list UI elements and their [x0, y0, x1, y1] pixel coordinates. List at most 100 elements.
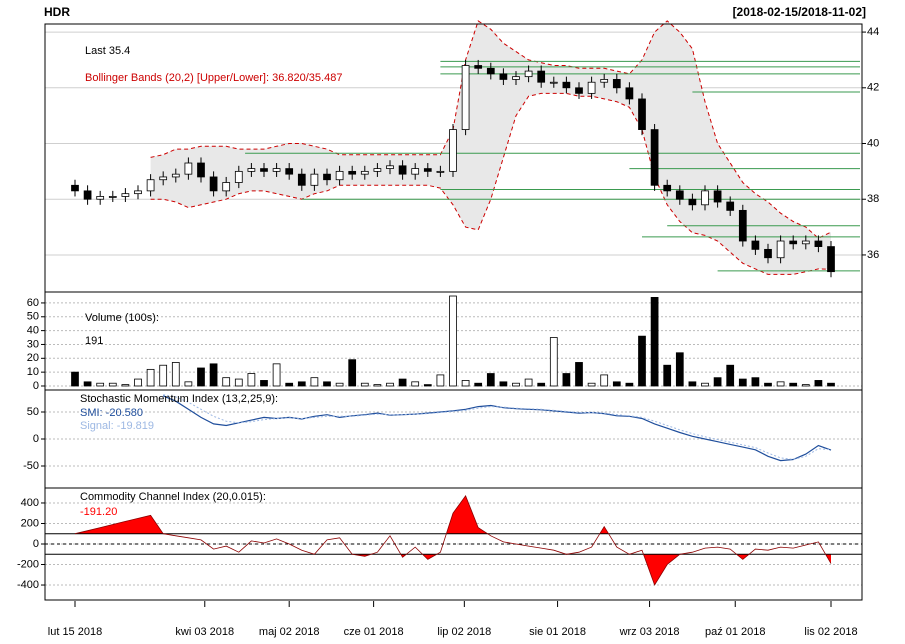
candle-body	[688, 198, 697, 206]
y-tick-label: 10	[27, 366, 39, 378]
volume-bar	[587, 382, 596, 387]
candle-body	[159, 176, 168, 181]
candle-body	[461, 65, 470, 130]
x-tick-label: lis 02 2018	[804, 626, 857, 638]
candle-body	[751, 240, 760, 250]
candle-body	[108, 196, 117, 198]
y-tick-label: 50	[27, 311, 39, 323]
band-upper	[150, 20, 832, 239]
volume-bar	[524, 378, 533, 387]
candle-body	[335, 170, 344, 181]
candle-body	[512, 76, 520, 80]
last-value: 191	[85, 335, 103, 347]
x-tick-label: kwi 03 2018	[175, 626, 234, 638]
volume-bar	[675, 352, 684, 387]
y-tick-label: 400	[21, 497, 39, 509]
candle-body	[549, 81, 558, 84]
candle-body	[499, 73, 508, 80]
panel-title: Stochastic Momentum Index (13,2,25,9):	[80, 393, 278, 405]
volume-bar	[234, 378, 243, 387]
smi-line	[162, 395, 832, 462]
volume-bar	[398, 378, 407, 387]
candle-body	[71, 184, 79, 192]
volume-bar	[247, 373, 256, 387]
y-tick-label: 36	[867, 249, 879, 261]
y-tick-label: 40	[867, 137, 879, 149]
volume-bar	[600, 374, 609, 387]
candle-body	[197, 162, 205, 178]
candle-body	[701, 190, 709, 206]
y-tick-label: 0	[33, 380, 39, 392]
volume-bar	[159, 364, 168, 387]
candle-body	[575, 87, 583, 94]
volume-bar	[537, 382, 546, 387]
candle-body	[146, 179, 155, 192]
y-tick-label: 38	[867, 193, 879, 205]
volume-bar	[512, 382, 520, 387]
y-tick-label: 0	[33, 433, 39, 445]
candle-body	[398, 165, 407, 175]
band-lower	[150, 92, 832, 275]
candle-body	[486, 67, 495, 75]
candle-body	[411, 168, 420, 175]
volume-bar	[474, 382, 483, 387]
candle-body	[726, 201, 735, 211]
volume-bar	[222, 377, 231, 387]
chart-title: HDR	[44, 5, 70, 19]
y-tick-label: -400	[17, 579, 39, 591]
candle-body	[801, 240, 810, 245]
volume-bar	[348, 359, 357, 387]
y-tick-label: 30	[27, 338, 39, 350]
y-tick-label: -50	[23, 460, 39, 472]
volume-bar	[713, 377, 722, 387]
volume-bar	[499, 381, 508, 387]
volume-bar	[461, 380, 470, 387]
date-range: [2018-02-15/2018-11-02]	[733, 5, 866, 19]
candle-body	[562, 81, 571, 89]
x-tick-label: lip 02 2018	[437, 626, 491, 638]
candle-body	[184, 162, 193, 175]
y-tick-label: -200	[17, 558, 39, 570]
volume-bar	[638, 335, 646, 387]
y-tick-label: 40	[27, 325, 39, 337]
panel-title: Commodity Channel Index (20,0.015):	[80, 491, 266, 503]
last-value: -191.20	[80, 506, 117, 518]
candle-body	[524, 70, 533, 78]
candle-body	[612, 79, 621, 89]
candle-body	[121, 193, 130, 197]
candle-body	[234, 170, 243, 183]
smi-line	[163, 394, 832, 461]
volume-bar	[625, 382, 634, 387]
candle-body	[638, 98, 646, 130]
volume-bar	[751, 377, 760, 387]
last-label: Last 35.4	[85, 45, 130, 57]
volume-bar	[297, 381, 306, 387]
volume-bar	[789, 382, 798, 387]
candle-body	[776, 240, 785, 259]
candle-body	[386, 165, 394, 169]
panel-frame	[44, 487, 863, 601]
candle-body	[587, 81, 596, 94]
candle-body	[310, 173, 319, 186]
volume-bar	[549, 337, 558, 387]
volume-bar	[436, 374, 445, 387]
legend-entry: SMI: -20.580	[80, 407, 143, 419]
volume-bar	[776, 381, 785, 387]
candle-body	[171, 173, 180, 178]
volume-bar	[386, 382, 394, 387]
candle-body	[297, 173, 306, 186]
candle-body	[449, 129, 457, 172]
volume-bar	[738, 378, 747, 387]
volume-bar	[83, 381, 92, 387]
volume-bar	[801, 384, 810, 387]
candle-body	[827, 246, 835, 273]
candle-body	[814, 240, 823, 247]
x-tick-label: paź 01 2018	[705, 626, 766, 638]
candle-body	[96, 196, 105, 200]
candle-body	[675, 190, 684, 200]
y-tick-label: 200	[21, 517, 39, 529]
volume-bar	[71, 371, 79, 387]
candle-body	[323, 173, 331, 181]
